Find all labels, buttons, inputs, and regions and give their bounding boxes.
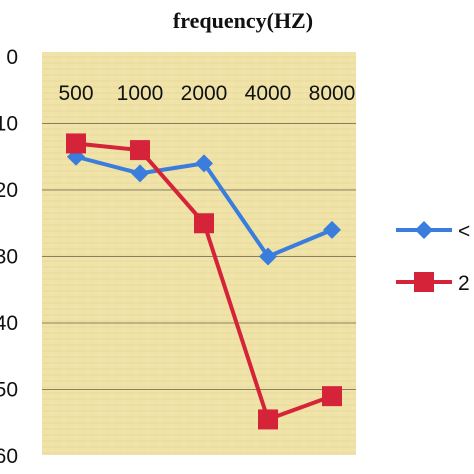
legend-marker [414,272,434,292]
y-tick-label: 40 [0,312,18,335]
y-tick-label: 10 [0,113,18,136]
gridlines [42,123,356,390]
y-axis-ticks: 0 10 20 30 40 50 60 [0,46,18,468]
y-tick-label: 0 [6,46,18,69]
data-point [323,220,341,239]
y-tick-label: 20 [0,179,18,202]
x-tick-label: 500 [58,82,93,105]
legend-label: 2 [458,272,470,295]
x-axis-ticks: 500 1000 2000 4000 8000 [58,82,355,105]
x-tick-label: 8000 [309,82,356,105]
y-tick-label: 30 [0,246,18,269]
plot-area [42,52,356,455]
legend-marker [415,221,433,239]
x-tick-label: 1000 [117,82,164,105]
y-tick-label: 60 [0,445,18,468]
data-point [66,133,86,154]
legend-label: < [458,220,470,243]
data-point [131,164,149,183]
chart-title: frequency(HZ) [173,8,313,33]
data-point [259,247,277,266]
data-point [130,140,150,161]
x-tick-label: 2000 [181,82,228,105]
data-point [194,213,214,234]
legend: <2 [396,220,470,295]
data-point [258,409,278,430]
y-tick-label: 50 [0,379,18,402]
data-point [322,386,342,407]
x-tick-label: 4000 [245,82,292,105]
series-group [66,133,342,430]
data-point [195,154,213,173]
